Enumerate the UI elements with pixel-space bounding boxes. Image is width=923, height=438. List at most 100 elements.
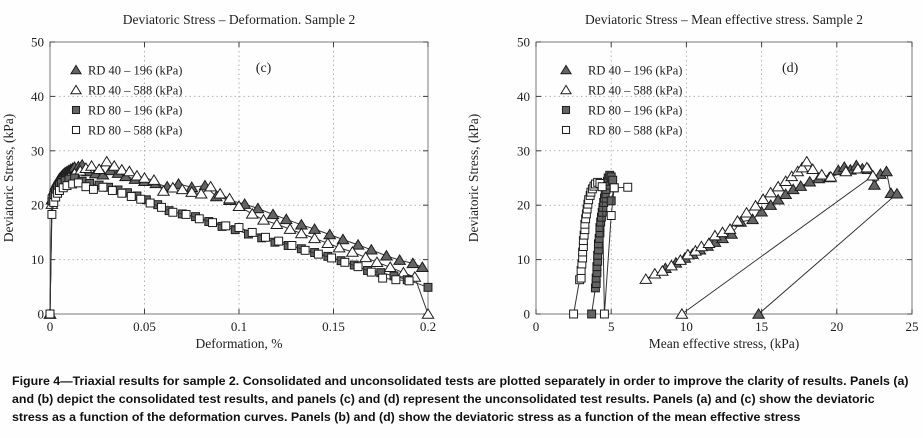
open-triangle-marker <box>370 256 384 268</box>
filled-triangle-marker <box>764 199 778 210</box>
x-axis-label: Mean effective stress, (kPa) <box>649 336 799 351</box>
open-triangle-marker <box>256 213 271 225</box>
open-triangle-marker <box>866 169 880 181</box>
open-triangle-marker <box>860 161 874 173</box>
filled-triangle-marker <box>406 257 420 269</box>
open-triangle-marker <box>185 186 199 197</box>
open-triangle-marker <box>421 307 435 319</box>
open-triangle-marker <box>222 192 237 204</box>
open-triangle-marker <box>655 264 669 276</box>
chart-row: 0 0.05 0.1 0.15 0.2 0 10 20 30 40 50 Deviatoric Str… <box>0 4 923 366</box>
open-triangle-marker <box>204 180 218 192</box>
open-triangle-marker <box>383 261 397 272</box>
open-square-marker <box>47 209 57 219</box>
filled-square-marker <box>587 309 597 319</box>
panel-label: (d) <box>782 61 799 76</box>
open-square-marker <box>157 202 166 212</box>
open-triangle-marker <box>156 184 170 196</box>
legend-item: RD 40 – 196 (kPa) <box>560 64 682 78</box>
filled-square-marker <box>606 196 616 206</box>
open-triangle-marker <box>824 170 838 182</box>
filled-triangle-marker <box>803 175 817 187</box>
y-tick-label: 30 <box>31 143 44 158</box>
x-tick-label: 20 <box>830 319 843 334</box>
filled-triangle-marker <box>266 208 280 220</box>
open-triangle-marker <box>194 187 208 199</box>
open-square-marker <box>73 178 83 188</box>
open-square-marker <box>145 198 155 208</box>
x-tick-label: 0.05 <box>133 319 156 334</box>
legend-item: RD 80 – 196 (kPa) <box>71 104 182 118</box>
open-triangle-marker <box>800 155 814 167</box>
open-square-marker <box>623 182 633 192</box>
open-square-marker <box>261 232 270 242</box>
open-triangle-marker <box>345 245 359 257</box>
open-square-marker <box>89 184 98 194</box>
open-triangle-marker <box>122 165 136 177</box>
open-triangle-marker <box>107 159 121 171</box>
open-square-marker <box>71 125 81 135</box>
open-triangle-marker <box>166 181 180 193</box>
filled-square-marker <box>423 282 433 292</box>
open-triangle-marker <box>795 161 809 173</box>
y-axis-label: Deviatoric Stress, (kPa) <box>466 114 481 243</box>
open-triangle-marker <box>664 259 678 271</box>
filled-triangle-marker <box>379 249 394 261</box>
open-square-marker <box>117 188 127 198</box>
open-triangle-marker <box>332 241 346 253</box>
open-triangle-marker <box>294 227 308 239</box>
filled-square-marker <box>71 105 81 115</box>
chart-svg-d: 0 5 10 15 20 25 0 10 20 30 40 50 Deviatoric Stress –… <box>466 12 919 351</box>
filled-square-marker <box>561 105 571 115</box>
grid <box>50 42 428 314</box>
open-square-marker <box>327 253 337 263</box>
y-tick-label: 50 <box>517 35 530 50</box>
open-square-marker <box>378 273 388 283</box>
filled-triangle-marker <box>794 180 808 191</box>
open-triangle-marker <box>730 214 745 226</box>
legend-item: RD 80 – 196 (kPa) <box>561 104 682 118</box>
filled-triangle-marker <box>70 64 82 75</box>
figure-caption: Figure 4—Triaxial results for sample 2. … <box>12 374 909 424</box>
open-triangle-marker <box>702 237 716 249</box>
open-square-marker <box>81 182 91 192</box>
open-square-marker <box>300 245 310 255</box>
legend-label: RD 40 – 196 (kPa) <box>88 64 182 78</box>
y-tick-label: 20 <box>517 198 530 213</box>
series-rd-40-588-kpa <box>639 155 880 319</box>
open-square-marker <box>609 183 619 193</box>
open-square-marker <box>404 276 414 286</box>
open-square-marker <box>287 241 297 250</box>
open-triangle-marker <box>115 163 129 175</box>
open-triangle-marker <box>147 174 161 185</box>
open-triangle-marker <box>270 218 284 229</box>
filled-triangle-marker <box>745 213 760 225</box>
legend-label: RD 40 – 588 (kPa) <box>88 84 182 98</box>
legend-item: RD 40 – 196 (kPa) <box>70 64 182 78</box>
open-triangle-marker <box>175 183 189 195</box>
x-tick-label: 25 <box>906 319 919 334</box>
filled-triangle-marker <box>771 193 785 205</box>
open-square-marker <box>597 182 607 192</box>
open-square-marker <box>194 214 204 224</box>
y-tick-label: 40 <box>31 89 44 104</box>
open-triangle-marker <box>771 180 785 192</box>
legend-label: RD 80 – 588 (kPa) <box>588 124 682 138</box>
chart-panel-d: 0 5 10 15 20 25 0 10 20 30 40 50 Deviatoric Stress –… <box>461 4 922 366</box>
legend-item: RD 80 – 588 (kPa) <box>71 124 182 138</box>
axes: 0 5 10 15 20 25 0 10 20 30 40 50 <box>517 35 919 335</box>
filled-triangle-marker <box>751 307 766 319</box>
series-rd-80-196-kpa <box>587 170 619 319</box>
x-tick-label: 0.15 <box>322 319 345 334</box>
open-square-marker <box>274 236 284 246</box>
open-triangle-marker <box>232 200 246 212</box>
legend-label: RD 40 – 588 (kPa) <box>588 84 682 98</box>
chart-title: Deviatoric Stress – Deformation. Sample … <box>123 12 355 27</box>
open-triangle-marker <box>70 84 82 95</box>
open-triangle-marker <box>748 199 763 211</box>
open-square-marker <box>391 275 401 285</box>
filled-triangle-marker <box>415 261 429 272</box>
open-square-marker <box>247 227 257 237</box>
open-triangle-marker <box>213 187 227 199</box>
filled-triangle-marker <box>323 228 337 240</box>
